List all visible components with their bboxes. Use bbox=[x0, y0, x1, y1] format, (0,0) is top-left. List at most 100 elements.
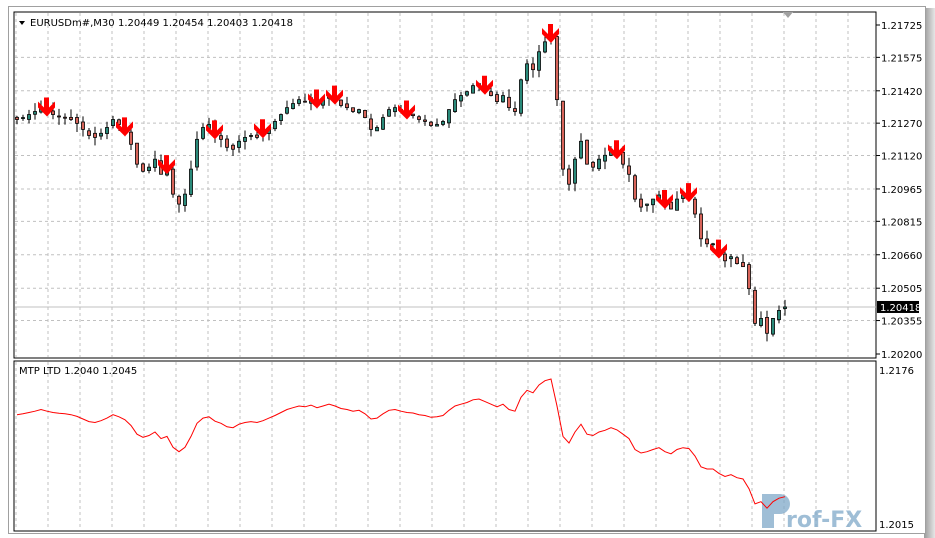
candle-body bbox=[459, 95, 463, 102]
candle-body bbox=[225, 138, 229, 148]
candle-body bbox=[171, 168, 175, 195]
sell-arrow-icon bbox=[710, 239, 727, 259]
candle-body bbox=[621, 151, 625, 165]
current-price-label: 1.20418 bbox=[880, 303, 921, 314]
candle-body bbox=[573, 158, 577, 184]
candle-body bbox=[57, 115, 61, 118]
candle-body bbox=[99, 132, 103, 137]
candle-body bbox=[147, 166, 151, 171]
candle-body bbox=[393, 107, 397, 113]
candle-body bbox=[771, 318, 775, 335]
candle-body bbox=[639, 198, 643, 208]
candle-body bbox=[375, 127, 379, 132]
candle-body bbox=[189, 168, 193, 195]
candle-body bbox=[513, 108, 517, 112]
candle-body bbox=[429, 121, 433, 126]
candle-body bbox=[303, 100, 307, 103]
current-price-tag: 1.20418 bbox=[877, 300, 921, 314]
indicator-axis-bottom: 1.2015 bbox=[879, 520, 914, 531]
candle-body bbox=[285, 107, 289, 114]
sell-arrow-icon bbox=[116, 117, 133, 137]
candle-body bbox=[489, 91, 493, 96]
candle-body bbox=[537, 51, 541, 71]
candle-body bbox=[243, 136, 247, 142]
indicator-axis-top: 1.2176 bbox=[879, 366, 914, 377]
price-axis-label: 1.21270 bbox=[881, 119, 922, 130]
candle-body bbox=[711, 243, 715, 246]
triangle-down-icon[interactable] bbox=[19, 21, 25, 25]
candle-body bbox=[729, 256, 733, 260]
candle-body bbox=[561, 100, 565, 170]
candle-body bbox=[51, 110, 55, 115]
sell-signals bbox=[38, 23, 727, 259]
candle-body bbox=[501, 95, 505, 103]
candle-body bbox=[531, 63, 535, 71]
candle-body bbox=[177, 195, 181, 205]
candle-body bbox=[129, 131, 133, 145]
main-chart-border bbox=[13, 11, 877, 359]
candle-body bbox=[363, 109, 367, 118]
candle-body bbox=[231, 144, 235, 150]
candle-body bbox=[519, 79, 523, 114]
indicator-label: MTP LTD 1.2040 1.2045 bbox=[19, 366, 137, 377]
candle-body bbox=[597, 158, 601, 170]
candle-body bbox=[291, 103, 295, 109]
price-axis-label: 1.21120 bbox=[881, 152, 922, 163]
candle-body bbox=[777, 310, 781, 321]
candle-body bbox=[21, 117, 25, 119]
candle-body bbox=[693, 198, 697, 215]
candle-body bbox=[675, 198, 679, 211]
price-axis: 1.21725 1.21575 1.21420 1.21270 1.21120 1.209… bbox=[876, 21, 922, 361]
candle-body bbox=[111, 119, 115, 127]
chart-symbol-title: EURUSDm#,M30 bbox=[30, 18, 115, 29]
candle-body bbox=[357, 109, 361, 114]
sell-arrow-icon bbox=[608, 140, 625, 160]
candle-body bbox=[351, 107, 355, 112]
candle-body bbox=[81, 121, 85, 130]
candle-body bbox=[201, 127, 205, 139]
sell-arrow-icon bbox=[254, 119, 271, 139]
candle-body bbox=[525, 63, 529, 81]
prof-fx-logo: rof-FX bbox=[762, 494, 862, 533]
candle-body bbox=[417, 116, 421, 120]
candle-body bbox=[87, 130, 91, 136]
sell-arrow-icon bbox=[38, 97, 55, 117]
sell-arrow-icon bbox=[476, 75, 493, 95]
candle-body bbox=[741, 262, 745, 268]
candle-body bbox=[645, 203, 649, 206]
candle-body bbox=[75, 117, 79, 124]
sell-arrow-icon bbox=[542, 23, 559, 43]
candle-body bbox=[237, 140, 241, 148]
candle-body bbox=[255, 134, 259, 138]
candle-body bbox=[345, 103, 349, 109]
sell-arrow-icon bbox=[680, 183, 697, 203]
sell-arrow-icon bbox=[326, 85, 343, 105]
candle-body bbox=[273, 121, 277, 130]
candle-body bbox=[555, 36, 559, 101]
candle-body bbox=[195, 138, 199, 168]
price-axis-label: 1.20660 bbox=[881, 251, 922, 262]
candle-body bbox=[69, 116, 73, 120]
candle-body bbox=[15, 116, 19, 120]
candle-body bbox=[135, 142, 139, 165]
candle-body bbox=[441, 121, 445, 125]
candle-body bbox=[141, 163, 145, 172]
price-axis-label: 1.20965 bbox=[881, 185, 922, 196]
candle-body bbox=[759, 318, 763, 326]
candle-body bbox=[63, 116, 67, 119]
candle-body bbox=[369, 118, 373, 130]
candle-body bbox=[453, 99, 457, 113]
candle-body bbox=[297, 99, 301, 104]
candle-body bbox=[411, 113, 415, 117]
candle-body bbox=[105, 127, 109, 134]
price-axis-label: 1.20815 bbox=[881, 217, 922, 228]
sell-arrow-icon bbox=[206, 120, 223, 140]
candle-body bbox=[465, 91, 469, 96]
candle-body bbox=[633, 175, 637, 200]
chart-shift-icon[interactable] bbox=[783, 12, 793, 18]
candle-body bbox=[27, 114, 31, 120]
price-axis-label: 1.21725 bbox=[881, 21, 922, 32]
price-axis-label: 1.20200 bbox=[881, 350, 922, 361]
candle-body bbox=[705, 238, 709, 245]
